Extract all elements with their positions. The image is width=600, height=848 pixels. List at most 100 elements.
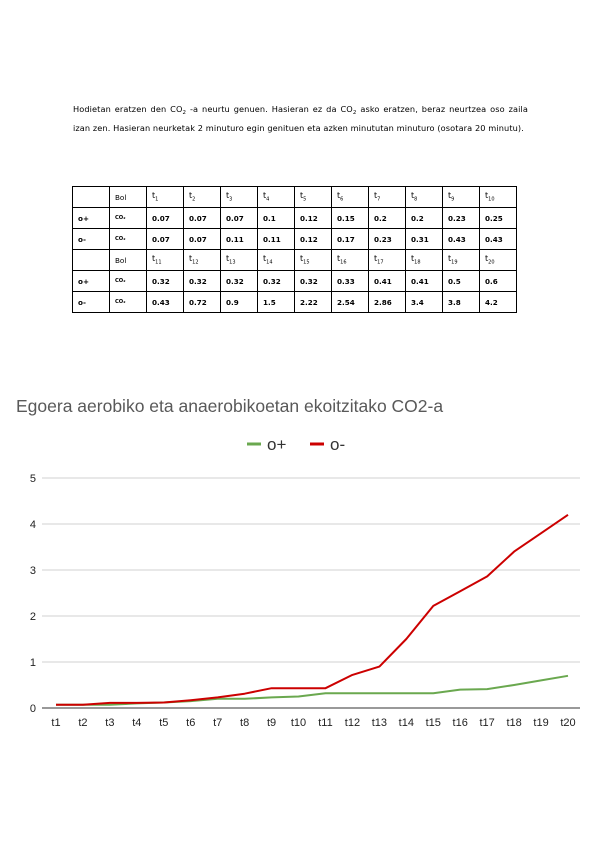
table-cell: 0.25 [479,207,517,229]
intro-paragraph: Hodietan eratzen den CO2 -a neurtu genue… [73,104,528,134]
table-row: o+ CO₂ 0.07 0.07 0.07 0.1 0.12 0.15 0.2 0.2 0.23 0.… [72,207,517,229]
x-tick-label: t3 [105,717,114,729]
x-tick-label: t13 [372,717,387,729]
table-cell: 0.43 [479,228,517,250]
table-row-label: o- [72,228,110,250]
table-cell: 0.07 [146,228,184,250]
table-header-cell: t8 [405,186,443,208]
table-row-label: o- [72,291,110,313]
x-tick-label: t12 [345,717,360,729]
table-cell: 0.07 [183,228,221,250]
x-tick-label: t18 [506,717,521,729]
x-tick-label: t15 [426,717,441,729]
table-cell: 1.5 [257,291,295,313]
table-header-cell: t14 [257,249,295,271]
x-tick-label: t7 [213,717,222,729]
table-row: o- CO₂ 0.43 0.72 0.9 1.5 2.22 2.54 2.86 3.4 3.8 4.2 [72,291,517,313]
table-row: o- CO₂ 0.07 0.07 0.11 0.11 0.12 0.17 0.23 0.31 0.4… [72,228,517,250]
table-cell: 0.9 [220,291,258,313]
table-cell: 0.12 [294,228,332,250]
table-header-cell: Bol [109,186,147,208]
table-row: o+ CO₂ 0.32 0.32 0.32 0.32 0.32 0.33 0.41 0.41 0.5… [72,270,517,292]
table-cell: 4.2 [479,291,517,313]
table-cell: 2.54 [331,291,369,313]
table-header-row: Bol t11 t12 t13 t14 t15 t16 t17 t18 t19 t20 [72,249,517,271]
table-cell: 0.23 [442,207,480,229]
table-header-cell: t5 [294,186,332,208]
table-header-cell: t18 [405,249,443,271]
table-cell: 0.43 [146,291,184,313]
table-cell: 3.4 [405,291,443,313]
legend-label: o+ [267,435,286,454]
x-tick-label: t6 [186,717,195,729]
table-header-cell: t15 [294,249,332,271]
table-cell: 0.11 [220,228,258,250]
table-cell: 0.17 [331,228,369,250]
table-cell: 0.41 [405,270,443,292]
table-cell: 0.6 [479,270,517,292]
co2-line-chart: 0 1 2 3 4 5 t1 t2 t3 t4 t5 t6 t7 t8 t9 t10 t11 t12 t13 t14 t… [30,435,580,729]
y-tick-label: 1 [30,657,36,669]
table-cell: 0.32 [294,270,332,292]
table-unit-cell: CO₂ [109,291,147,313]
x-tick-label: t19 [533,717,548,729]
table-unit-cell: CO₂ [109,270,147,292]
table-header-row: Bol t1 t2 t3 t4 t5 t6 t7 t8 t9 t10 [72,186,517,208]
table-corner-cell [72,249,110,271]
table-header-cell: t2 [183,186,221,208]
co2-measurement-table: Bol t1 t2 t3 t4 t5 t6 t7 t8 t9 t10 o+ CO₂ 0.07 0.07 0.0… [72,186,517,313]
table-cell: 2.86 [368,291,406,313]
table-header-cell: t11 [146,249,184,271]
table-unit-cell: CO₂ [109,228,147,250]
chart-title: Egoera aerobiko eta anaerobikoetan ekoit… [16,396,444,416]
table-cell: 0.07 [220,207,258,229]
legend-label: o- [330,435,345,454]
table-cell: 0.2 [368,207,406,229]
table-header-cell: t9 [442,186,480,208]
table-header-cell: t20 [479,249,517,271]
table-cell: 3.8 [442,291,480,313]
y-tick-label: 2 [30,611,36,623]
table-header-cell: Bol [109,249,147,271]
table-row-label: o+ [72,207,110,229]
table-cell: 0.11 [257,228,295,250]
table-cell: 0.07 [146,207,184,229]
table-cell: 0.23 [368,228,406,250]
table-header-cell: t12 [183,249,221,271]
table-cell: 0.2 [405,207,443,229]
table-header-cell: t3 [220,186,258,208]
x-tick-label: t20 [560,717,575,729]
table-cell: 0.72 [183,291,221,313]
table-cell: 0.43 [442,228,480,250]
table-cell: 2.22 [294,291,332,313]
y-tick-label: 3 [30,565,36,577]
table-cell: 0.41 [368,270,406,292]
x-tick-label: t11 [318,717,332,729]
table-unit-cell: CO₂ [109,207,147,229]
table-header-cell: t17 [368,249,406,271]
table-header-cell: t7 [368,186,406,208]
table-row-label: o+ [72,270,110,292]
x-tick-label: t1 [51,717,60,729]
table-cell: 0.32 [220,270,258,292]
table-cell: 0.07 [183,207,221,229]
table-cell: 0.33 [331,270,369,292]
y-tick-label: 0 [30,703,36,715]
table-header-cell: t19 [442,249,480,271]
table-header-cell: t4 [257,186,295,208]
y-tick-label: 4 [30,519,36,531]
table-header-cell: t10 [479,186,517,208]
series-line-anaerobic [56,513,569,706]
table-cell: 0.12 [294,207,332,229]
table-cell: 0.32 [183,270,221,292]
x-tick-label: t5 [159,717,168,729]
table-header-cell: t1 [146,186,184,208]
x-tick-label: t10 [291,717,306,729]
series-line-aerobic [56,674,569,706]
table-header-cell: t16 [331,249,369,271]
table-cell: 0.1 [257,207,295,229]
table-corner-cell [72,186,110,208]
x-tick-label: t4 [132,717,141,729]
table-cell: 0.15 [331,207,369,229]
table-cell: 0.31 [405,228,443,250]
